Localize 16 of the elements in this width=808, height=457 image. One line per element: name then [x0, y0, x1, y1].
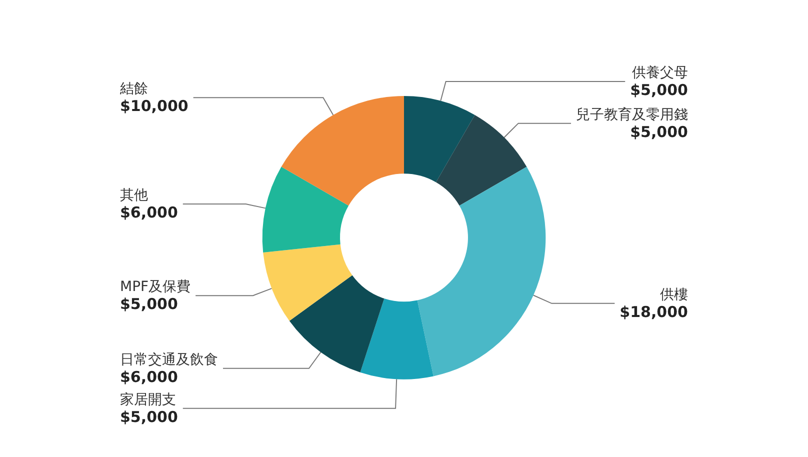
- slice-label: 其他: [120, 188, 148, 204]
- slice-label: 兒子教育及零用錢: [576, 106, 688, 123]
- slice-label: MPF及保費: [120, 279, 191, 296]
- data-label: $5,000: [630, 80, 688, 99]
- data-label: $5,000: [630, 122, 688, 141]
- data-label: $18,000: [620, 302, 688, 321]
- data-label: $10,000: [120, 97, 188, 116]
- data-label: $6,000: [120, 204, 178, 222]
- data-label: $5,000: [120, 295, 178, 314]
- slice-label: 日常交通及飲食: [120, 352, 218, 368]
- slice-label: 供養父母: [632, 64, 688, 81]
- data-label: $5,000: [120, 408, 178, 426]
- slice-label: 家居開支: [120, 392, 176, 408]
- data-label: $6,000: [120, 368, 178, 386]
- slice-label: 結餘: [119, 81, 148, 98]
- slice-label: 供樓: [660, 286, 688, 303]
